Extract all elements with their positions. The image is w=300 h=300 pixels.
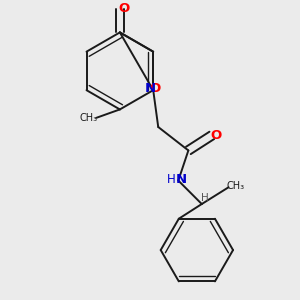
Text: O: O [149,82,161,95]
Text: O: O [210,129,221,142]
Text: O: O [118,2,130,16]
Text: N: N [176,173,187,186]
Text: N: N [145,82,156,95]
Text: H: H [167,173,175,186]
Text: CH₃: CH₃ [80,113,98,123]
Text: H: H [201,193,208,203]
Text: CH₃: CH₃ [227,181,245,190]
